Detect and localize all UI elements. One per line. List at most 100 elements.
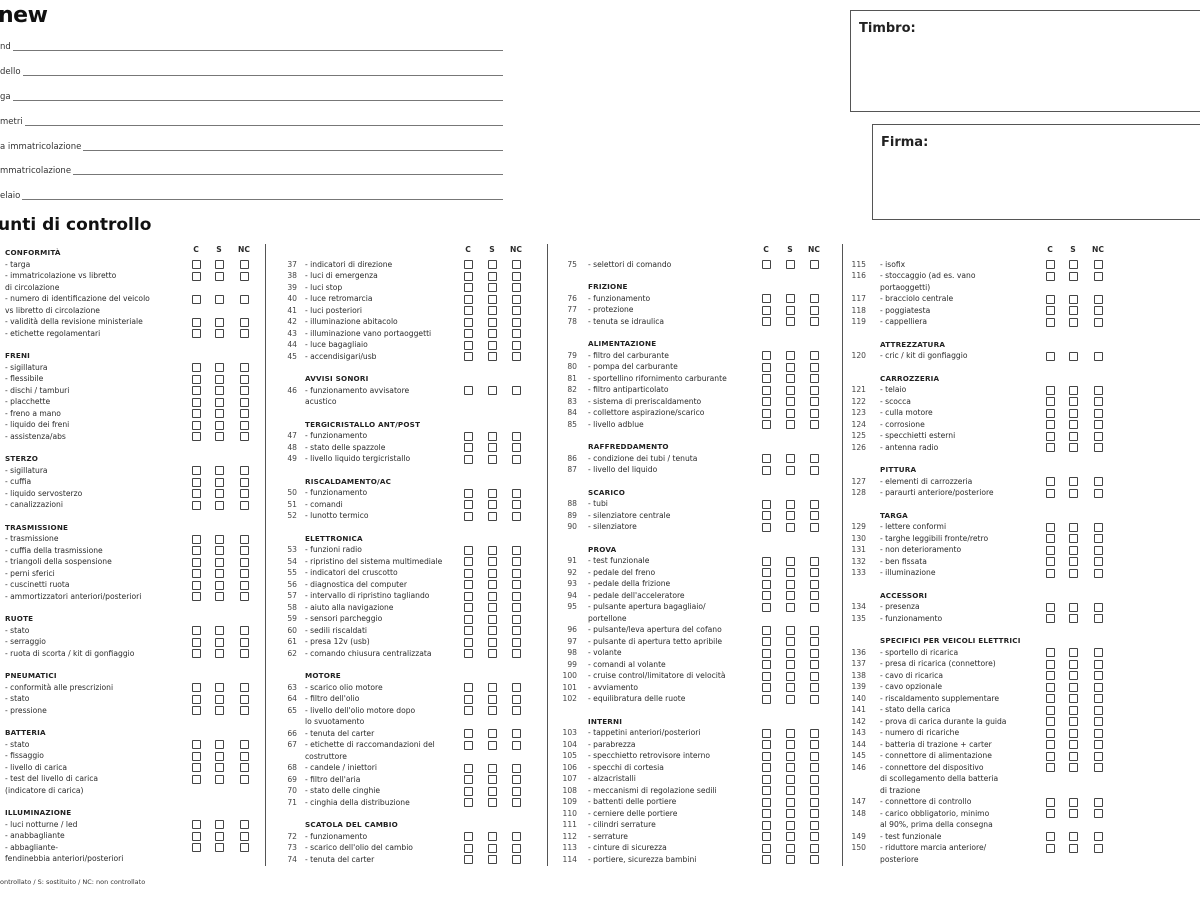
checkbox-s[interactable] bbox=[786, 774, 795, 784]
checkbox-c[interactable] bbox=[464, 614, 473, 624]
checkbox-s[interactable] bbox=[488, 729, 497, 738]
checkbox-s[interactable] bbox=[786, 751, 795, 761]
checkbox-s[interactable] bbox=[1069, 420, 1078, 429]
checkbox-s[interactable] bbox=[488, 580, 497, 589]
checkbox-nc[interactable] bbox=[810, 408, 819, 418]
checkbox-nc[interactable] bbox=[810, 511, 819, 520]
checkbox-c[interactable] bbox=[192, 500, 201, 510]
checkbox-nc[interactable] bbox=[512, 511, 521, 521]
checkbox-s[interactable] bbox=[1069, 705, 1078, 715]
checkbox-c[interactable] bbox=[1046, 317, 1055, 327]
checkbox-nc[interactable] bbox=[1094, 431, 1103, 441]
checkbox-s[interactable] bbox=[786, 294, 795, 303]
checkbox-s[interactable] bbox=[488, 557, 497, 566]
field-input-line[interactable] bbox=[12, 50, 503, 51]
checkbox-c[interactable] bbox=[464, 580, 473, 589]
checkbox-s[interactable] bbox=[1069, 294, 1078, 304]
checkbox-nc[interactable] bbox=[240, 534, 249, 544]
checkbox-c[interactable] bbox=[464, 283, 473, 292]
checkbox-nc[interactable] bbox=[240, 546, 249, 555]
checkbox-s[interactable] bbox=[488, 294, 497, 304]
checkbox-c[interactable] bbox=[762, 362, 771, 372]
checkbox-s[interactable] bbox=[215, 489, 224, 498]
checkbox-s[interactable] bbox=[215, 569, 224, 578]
checkbox-nc[interactable] bbox=[512, 294, 521, 304]
checkbox-s[interactable] bbox=[215, 260, 224, 269]
checkbox-c[interactable] bbox=[192, 694, 201, 704]
checkbox-c[interactable] bbox=[1046, 614, 1055, 623]
checkbox-s[interactable] bbox=[1069, 717, 1078, 726]
checkbox-s[interactable] bbox=[215, 271, 224, 281]
field-input-line[interactable] bbox=[24, 125, 503, 126]
checkbox-nc[interactable] bbox=[240, 477, 249, 487]
checkbox-c[interactable] bbox=[192, 409, 201, 418]
checkbox-c[interactable] bbox=[192, 843, 201, 852]
checkbox-c[interactable] bbox=[192, 820, 201, 829]
checkbox-c[interactable] bbox=[192, 374, 201, 384]
checkbox-s[interactable] bbox=[488, 694, 497, 704]
checkbox-nc[interactable] bbox=[512, 557, 521, 566]
checkbox-c[interactable] bbox=[464, 431, 473, 441]
checkbox-nc[interactable] bbox=[1094, 317, 1103, 327]
checkbox-c[interactable] bbox=[464, 568, 473, 578]
checkbox-nc[interactable] bbox=[512, 626, 521, 635]
checkbox-s[interactable] bbox=[215, 386, 224, 395]
checkbox-s[interactable] bbox=[488, 591, 497, 601]
checkbox-s[interactable] bbox=[488, 271, 497, 281]
checkbox-s[interactable] bbox=[488, 329, 497, 338]
checkbox-c[interactable] bbox=[192, 317, 201, 327]
checkbox-s[interactable] bbox=[786, 351, 795, 360]
checkbox-s[interactable] bbox=[1069, 614, 1078, 623]
checkbox-s[interactable] bbox=[215, 649, 224, 658]
checkbox-c[interactable] bbox=[192, 534, 201, 544]
checkbox-c[interactable] bbox=[762, 763, 771, 772]
checkbox-nc[interactable] bbox=[810, 740, 819, 749]
checkbox-nc[interactable] bbox=[810, 660, 819, 669]
checkbox-c[interactable] bbox=[192, 294, 201, 304]
checkbox-s[interactable] bbox=[1069, 317, 1078, 327]
checkbox-c[interactable] bbox=[762, 454, 771, 463]
checkbox-nc[interactable] bbox=[512, 580, 521, 589]
checkbox-s[interactable] bbox=[215, 294, 224, 304]
checkbox-s[interactable] bbox=[215, 831, 224, 841]
checkbox-c[interactable] bbox=[464, 500, 473, 509]
checkbox-c[interactable] bbox=[762, 397, 771, 406]
checkbox-nc[interactable] bbox=[1094, 557, 1103, 566]
checkbox-c[interactable] bbox=[762, 420, 771, 429]
checkbox-nc[interactable] bbox=[240, 363, 249, 372]
checkbox-c[interactable] bbox=[192, 557, 201, 567]
checkbox-s[interactable] bbox=[215, 466, 224, 475]
checkbox-c[interactable] bbox=[762, 556, 771, 566]
checkbox-s[interactable] bbox=[1069, 832, 1078, 841]
checkbox-c[interactable] bbox=[1046, 717, 1055, 726]
checkbox-c[interactable] bbox=[192, 386, 201, 395]
checkbox-c[interactable] bbox=[762, 579, 771, 589]
checkbox-s[interactable] bbox=[786, 820, 795, 830]
checkbox-nc[interactable] bbox=[1094, 385, 1103, 395]
checkbox-c[interactable] bbox=[1046, 385, 1055, 395]
checkbox-s[interactable] bbox=[215, 843, 224, 852]
checkbox-nc[interactable] bbox=[810, 465, 819, 475]
checkbox-nc[interactable] bbox=[512, 317, 521, 327]
checkbox-c[interactable] bbox=[1046, 351, 1055, 361]
checkbox-c[interactable] bbox=[762, 591, 771, 600]
checkbox-c[interactable] bbox=[1046, 843, 1055, 853]
checkbox-nc[interactable] bbox=[512, 306, 521, 315]
checkbox-c[interactable] bbox=[464, 729, 473, 738]
checkbox-nc[interactable] bbox=[810, 694, 819, 704]
checkbox-nc[interactable] bbox=[512, 568, 521, 578]
checkbox-nc[interactable] bbox=[240, 740, 249, 749]
checkbox-nc[interactable] bbox=[1094, 294, 1103, 304]
checkbox-s[interactable] bbox=[786, 397, 795, 406]
checkbox-c[interactable] bbox=[762, 832, 771, 841]
checkbox-s[interactable] bbox=[215, 329, 224, 338]
checkbox-c[interactable] bbox=[1046, 534, 1055, 543]
checkbox-s[interactable] bbox=[786, 408, 795, 418]
checkbox-s[interactable] bbox=[786, 522, 795, 532]
checkbox-nc[interactable] bbox=[512, 329, 521, 338]
checkbox-s[interactable] bbox=[786, 454, 795, 463]
checkbox-c[interactable] bbox=[464, 260, 473, 269]
signature-box[interactable]: Firma: bbox=[872, 124, 1200, 220]
checkbox-nc[interactable] bbox=[512, 386, 521, 395]
checkbox-s[interactable] bbox=[1069, 694, 1078, 703]
